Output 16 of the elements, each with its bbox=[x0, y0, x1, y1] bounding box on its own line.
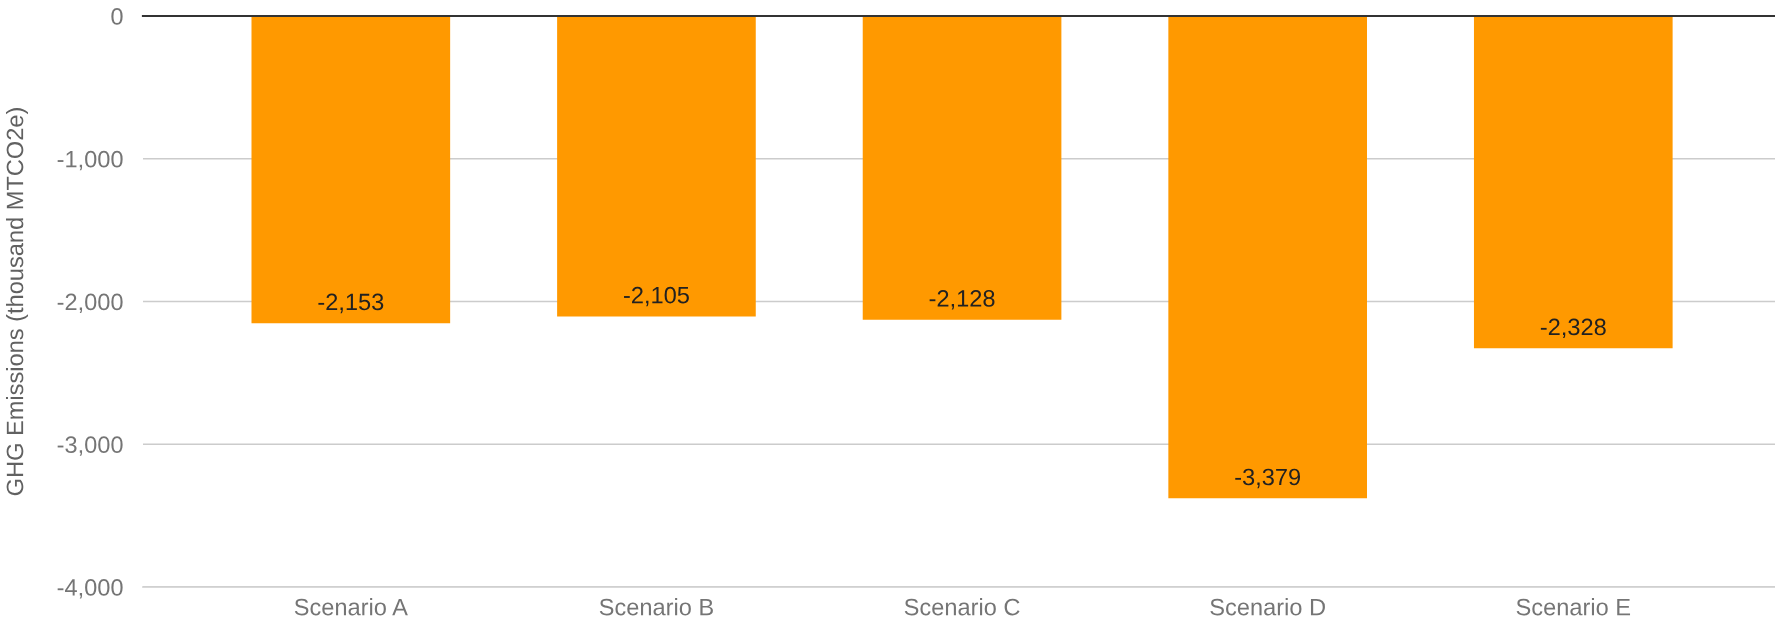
y-tick-label: -2,000 bbox=[57, 293, 123, 314]
x-tick-label: Scenario D bbox=[1210, 598, 1325, 616]
y-tick-label: -3,000 bbox=[57, 436, 123, 456]
data-label: -2,128 bbox=[929, 290, 995, 310]
y-tick-label: -4,000 bbox=[57, 579, 123, 599]
data-label: -2,153 bbox=[318, 293, 384, 314]
x-tick-label: Scenario B bbox=[599, 598, 713, 616]
x-tick-label: Scenario E bbox=[1516, 598, 1631, 616]
y-tick-label: -1,000 bbox=[57, 150, 123, 171]
x-tick-label: Scenario C bbox=[904, 598, 1020, 616]
data-label: -2,328 bbox=[1540, 318, 1606, 339]
y-axis-title: GHG Emissions (thousand MTCO2e) bbox=[5, 108, 28, 496]
data-label: -2,105 bbox=[624, 286, 689, 307]
x-tick-label: Scenario A bbox=[294, 598, 408, 616]
y-tick-label: 0 bbox=[111, 8, 123, 25]
data-label: -3,379 bbox=[1235, 468, 1301, 489]
